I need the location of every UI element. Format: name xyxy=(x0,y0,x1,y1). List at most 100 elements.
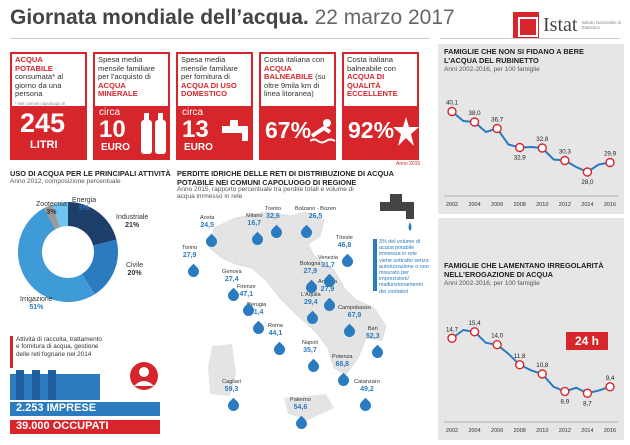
donut-slice-civile xyxy=(81,239,118,295)
map-city-name: Roma xyxy=(268,323,283,329)
map-city-value: 68,8 xyxy=(335,360,350,368)
x-tick-label: 2004 xyxy=(468,202,480,208)
x-tick-label: 2014 xyxy=(581,202,593,208)
line2-title: FAMIGLIE CHE LAMENTANO IRREGOLARITÀ NELL… xyxy=(444,261,604,279)
map-city: Bologna 27,9 xyxy=(300,261,321,275)
map-city-name: Campobasso xyxy=(338,305,371,311)
donut-title: USO DI ACQUA PER LE PRINCIPALI ATTIVITÀ xyxy=(10,169,171,178)
line1-title: FAMIGLIE CHE NON SI FIDANO A BERE L’ACQU… xyxy=(444,47,584,65)
employment-accent xyxy=(10,336,13,368)
x-tick-label: 2016 xyxy=(604,428,616,434)
data-label: 8,7 xyxy=(583,400,592,407)
donut-label-civile: Civile 20% xyxy=(126,262,144,277)
donut-slice-zootecnia xyxy=(43,204,60,230)
card3-big: 13 xyxy=(182,116,209,143)
map-city: Genova 27,4 xyxy=(222,269,242,283)
donut-slice-industriale xyxy=(68,202,117,246)
companies-value: 2.253 IMPRESE xyxy=(16,402,97,414)
card3-red: ACQUA DI USO DOMESTICO xyxy=(181,80,237,98)
map-city-value: 24,5 xyxy=(200,221,214,229)
card2-pre: circa xyxy=(99,107,121,118)
map-city-name: Aosta xyxy=(200,215,215,221)
companies-bar xyxy=(10,402,160,416)
istat-logo: Istat Istituto Nazionale di Statistica xyxy=(513,12,621,38)
card-potable-water: ACQUA POTABILE consumata* al giorno da un… xyxy=(10,52,87,160)
map-city: Aosta 24,5 xyxy=(200,215,215,229)
map-city-value: 49,2 xyxy=(360,385,374,393)
x-tick-label: 2002 xyxy=(446,428,458,434)
data-point xyxy=(582,167,593,177)
line2-badge: 24 h xyxy=(566,332,608,350)
card2-red: ACQUA MINERALE xyxy=(98,80,138,98)
data-label: 9,4 xyxy=(606,375,615,382)
data-label: 30,3 xyxy=(559,149,572,156)
card4-red: ACQUA BALNEABILE xyxy=(264,63,313,81)
map-city-name: Genova xyxy=(222,269,242,275)
map-city: Trieste 46,8 xyxy=(336,235,353,249)
faucet-icon xyxy=(222,120,248,141)
line1-chart: 40,1 2002 38,0 2004 36,7 2006 32,9 2008 32,8 2010… xyxy=(444,100,618,208)
map-city-name: Torino xyxy=(182,245,198,251)
map-city-value: 27,9 xyxy=(303,267,318,275)
x-tick-label: 2012 xyxy=(559,428,571,434)
card-domestic-water: Spesa media mensile familiare per fornit… xyxy=(176,52,253,160)
card3-pre: circa xyxy=(182,107,204,118)
map-city-name: Bari xyxy=(367,326,378,332)
map-city: Trento 32,6 xyxy=(265,206,281,220)
donut-chart xyxy=(17,202,118,302)
donut-label-energia: Energia 5% xyxy=(72,197,97,212)
donut-subtitle: Anno 2012, composizione percentuale xyxy=(10,178,121,185)
map-city: Potenza 68,8 xyxy=(332,354,353,368)
data-point xyxy=(469,117,480,127)
map-note: 3% del volume di acqua potabile immessa … xyxy=(379,239,429,295)
map-subtitle: Anno 2015, rapporto percentuale tra perd… xyxy=(177,186,354,201)
map-city-value: 35,7 xyxy=(303,346,317,354)
data-label: 32,8 xyxy=(536,136,549,143)
map-city-name: Bologna xyxy=(300,261,321,267)
map-city-name: Trieste xyxy=(336,235,353,241)
data-label: 14,7 xyxy=(446,326,459,333)
map-city-name: Venezia xyxy=(318,255,338,261)
map-city-value: 26,5 xyxy=(308,212,323,220)
data-label: 8,9 xyxy=(561,398,570,405)
data-label: 32,9 xyxy=(514,155,527,162)
card3-text: Spesa media mensile familiare per fornit… xyxy=(181,55,238,81)
map-city: Palermo 54,6 xyxy=(290,397,311,411)
data-label: 36,7 xyxy=(491,117,504,124)
italy-map xyxy=(208,211,387,420)
map-city-name: Potenza xyxy=(332,354,353,360)
line2-panel xyxy=(438,218,624,440)
card3-unit: EURO xyxy=(184,142,213,153)
line2-chart: 14,7 2002 15,4 2004 14,0 2006 11,8 2008 10,8 2010… xyxy=(444,320,618,434)
data-point xyxy=(469,327,480,337)
map-city-value: 27,9 xyxy=(182,251,197,259)
map-city-name: Cagliari xyxy=(222,379,241,385)
line2-subtitle: Anni 2002-2016, per 100 famiglie xyxy=(444,280,540,287)
map-city-value: 31,7 xyxy=(321,261,335,269)
map-note-accent xyxy=(373,239,377,291)
worker-icon xyxy=(130,362,158,390)
x-tick-label: 2004 xyxy=(468,428,480,434)
card5-big: 92% xyxy=(348,117,395,143)
year-note: Anno 2015 xyxy=(396,161,421,167)
header-rule xyxy=(10,38,430,39)
employees-value: 39.000 OCCUPATI xyxy=(16,420,109,432)
map-city-name: Napoli xyxy=(302,340,318,346)
map-city-name: Firenze xyxy=(237,284,256,290)
map-title: PERDITE IDRICHE DELLE RETI DI DISTRIBUZI… xyxy=(177,169,394,187)
employment-text: Attività di raccolta, trattamento e forn… xyxy=(16,336,102,358)
map-city: Firenze 47,1 xyxy=(237,284,256,298)
map-city-name: Perugia xyxy=(247,302,267,308)
map-city-value: 52,3 xyxy=(366,332,380,340)
map-city: Milano 16,7 xyxy=(246,213,262,227)
map-city: Catanzaro 49,2 xyxy=(354,379,380,393)
swimmer-icon xyxy=(310,119,336,144)
map-city: Bolzano - Bozen 26,5 xyxy=(295,206,336,220)
card-mineral-water: Spesa media mensile familiare per l’acqu… xyxy=(93,52,170,160)
map-city-value: 59,3 xyxy=(224,385,239,393)
card3-figure: circa 13 EURO xyxy=(178,106,251,158)
x-tick-label: 2006 xyxy=(491,428,503,434)
card2-unit: EURO xyxy=(101,142,130,153)
card-bathing-water: Costa italiana con ACQUA BALNEABILE (su … xyxy=(259,52,336,160)
map-city-name: Palermo xyxy=(290,397,311,403)
